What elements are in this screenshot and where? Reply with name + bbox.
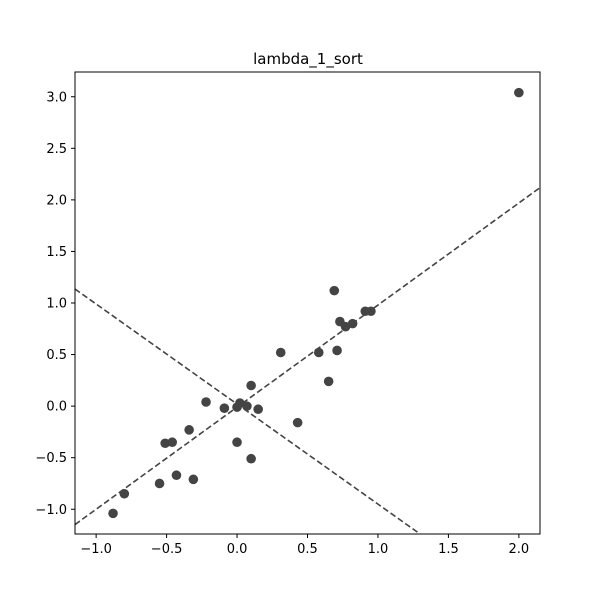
- x-axis: −1.0 −0.5 0.0 0.5 1.0 1.5 2.0: [80, 534, 529, 557]
- data-point: [184, 425, 194, 435]
- data-point: [275, 347, 286, 358]
- y-tick-label: 2.0: [46, 193, 67, 208]
- x-tick-label: 2.0: [509, 542, 530, 557]
- data-point: [108, 508, 118, 519]
- y-tick-label: 1.0: [46, 297, 67, 312]
- data-point: [313, 347, 324, 358]
- y-axis: −1.0 −0.5 0.0 0.5 1.0 1.5 2.0 2.5 3.0: [35, 90, 75, 518]
- data-point: [119, 488, 130, 499]
- x-tick-label: 1.5: [438, 542, 459, 557]
- y-tick-label: −1.0: [35, 503, 67, 518]
- x-tick-label: 0.5: [297, 542, 318, 557]
- x-tick-label: 0.0: [227, 542, 248, 557]
- data-point: [154, 478, 165, 489]
- x-tick-label: 1.0: [368, 542, 389, 557]
- data-point: [242, 401, 252, 411]
- data-point: [232, 437, 242, 448]
- data-point: [347, 318, 358, 329]
- x-tick-label: −1.0: [80, 542, 112, 557]
- data-point: [160, 438, 170, 449]
- plot-frame: [74, 71, 541, 535]
- dashed-line-2: [75, 288, 422, 534]
- x-tick-label: −0.5: [151, 542, 183, 557]
- y-tick-label: −0.5: [35, 451, 67, 466]
- data-point: [323, 376, 334, 387]
- data-point: [253, 404, 263, 415]
- data-point: [246, 380, 256, 391]
- data-point: [188, 474, 199, 485]
- data-point: [332, 345, 342, 356]
- data-point: [167, 437, 178, 448]
- data-point: [246, 453, 256, 464]
- y-tick-label: 0.0: [46, 400, 67, 415]
- reference-lines: [75, 187, 540, 534]
- y-tick-label: 3.0: [46, 90, 67, 105]
- data-point: [514, 87, 524, 98]
- y-tick-label: 0.5: [46, 348, 67, 363]
- data-point: [219, 403, 230, 413]
- data-point: [292, 417, 303, 428]
- data-point: [329, 285, 340, 296]
- chart-title: lambda_1_sort: [253, 50, 363, 69]
- data-point: [366, 306, 376, 317]
- dashed-line-1: [75, 187, 540, 526]
- data-point: [171, 470, 182, 481]
- y-tick-label: 2.5: [46, 142, 67, 157]
- data-points: [108, 87, 524, 519]
- data-point: [201, 397, 211, 407]
- y-tick-label: 1.5: [46, 245, 67, 260]
